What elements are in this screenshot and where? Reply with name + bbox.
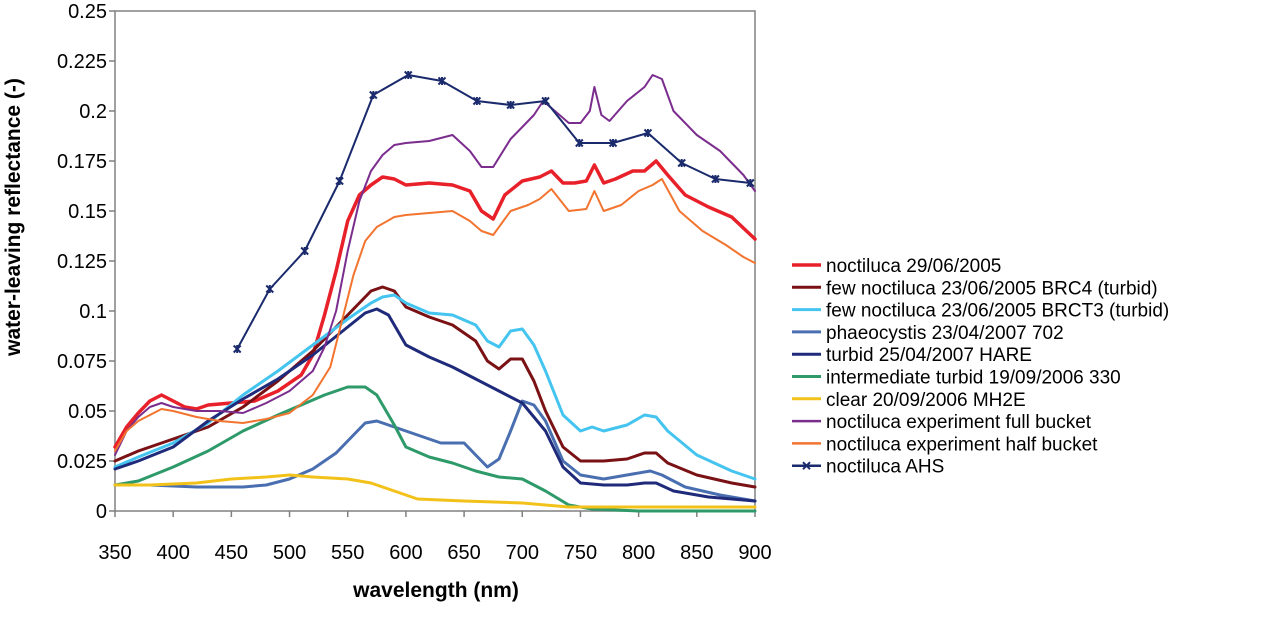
x-tick-label: 500 (273, 542, 306, 564)
x-tick-label: 350 (98, 542, 131, 564)
legend-item: few noctiluca 23/06/2005 BRCT3 (turbid) (792, 301, 1169, 322)
plot-area (114, 10, 756, 512)
x-tick-label: 400 (156, 542, 189, 564)
series-line-1 (113, 285, 757, 489)
ahs-marker (711, 174, 720, 184)
ahs-marker (746, 178, 755, 188)
x-axis: 350 400 450 500 550 600 650 700 750 800 850 900 (98, 511, 772, 564)
ahs-marker (541, 96, 550, 106)
series-line-9 (236, 74, 752, 350)
legend-label: few noctiluca 23/06/2005 BRCT3 (turbid) (826, 301, 1169, 322)
series-line-8 (114, 178, 756, 452)
ahs-marker (300, 246, 309, 256)
legend-label: noctiluca experiment half bucket (826, 434, 1098, 455)
ahs-marker (643, 128, 653, 138)
legend-item: phaeocystis 23/04/2007 702 (792, 323, 1064, 344)
x-tick-label: 850 (680, 542, 713, 564)
x-tick-label: 450 (215, 542, 248, 564)
ahs-marker (404, 70, 413, 80)
y-tick-label: 0.225 (57, 51, 107, 73)
legend-item: noctiluca experiment half bucket (792, 434, 1098, 455)
ahs-marker (506, 100, 515, 110)
legend-label: phaeocystis 23/04/2007 702 (826, 323, 1064, 344)
legend-label: noctiluca 29/06/2005 (826, 256, 1001, 277)
y-tick-label: 0.075 (57, 351, 107, 373)
y-tick-label: 0 (96, 501, 107, 523)
legend-item: noctiluca AHS (792, 457, 944, 478)
x-tick-label: 650 (447, 542, 480, 564)
ahs-marker (265, 284, 274, 294)
ahs-marker (369, 90, 378, 100)
x-tick-label: 800 (622, 542, 655, 564)
series-line-6 (113, 473, 757, 509)
series-line-0 (113, 159, 757, 449)
x-tick-label: 700 (506, 542, 539, 564)
series-line-2 (113, 293, 757, 481)
y-tick-label: 0.05 (68, 401, 107, 423)
legend-item: turbid 25/04/2007 HARE (792, 345, 1032, 366)
legend-label: turbid 25/04/2007 HARE (826, 345, 1032, 366)
legend-label: noctiluca experiment full bucket (826, 412, 1092, 433)
y-tick-label: 0.2 (79, 101, 107, 123)
legend-label: few noctiluca 23/06/2005 BRC4 (turbid) (826, 278, 1158, 299)
ahs-marker (608, 138, 618, 148)
legend-label: intermediate turbid 19/09/2006 330 (826, 368, 1121, 389)
legend-item: intermediate turbid 19/09/2006 330 (792, 368, 1121, 389)
legend-item: noctiluca 29/06/2005 (792, 256, 1001, 277)
y-tick-label: 0.175 (57, 151, 107, 173)
y-tick-label: 0.25 (68, 1, 107, 23)
series-layer (113, 70, 757, 513)
y-tick-label: 0.15 (68, 201, 107, 223)
legend-label: noctiluca AHS (826, 457, 944, 478)
legend-item: clear 20/09/2006 MH2E (792, 390, 1026, 411)
series-line-7 (114, 74, 756, 456)
y-tick-label: 0.025 (57, 451, 107, 473)
x-axis-title: wavelength (nm) (352, 579, 519, 602)
ahs-marker (575, 138, 584, 148)
y-axis: 0 0.025 0.05 0.075 0.1 0.125 0.15 0.175 0.2 0.225… (57, 1, 115, 523)
ahs-marker (335, 176, 344, 186)
x-tick-label: 600 (389, 542, 422, 564)
legend-item: noctiluca experiment full bucket (792, 412, 1092, 433)
y-axis-title: water-leaving reflectance (-) (2, 78, 25, 357)
series-line-3 (113, 399, 757, 503)
x-tick-label: 550 (331, 542, 364, 564)
x-tick-label: 900 (738, 542, 771, 564)
legend-item: few noctiluca 23/06/2005 BRC4 (turbid) (792, 278, 1158, 299)
legend-label: clear 20/09/2006 MH2E (826, 390, 1026, 411)
y-tick-label: 0.1 (79, 301, 107, 323)
ahs-marker (232, 344, 242, 354)
ahs-marker (437, 76, 447, 86)
ahs-marker (677, 158, 686, 168)
ahs-marker (472, 96, 482, 106)
series-line-4 (113, 307, 757, 503)
y-tick-label: 0.125 (57, 251, 107, 273)
x-tick-label: 750 (564, 542, 597, 564)
